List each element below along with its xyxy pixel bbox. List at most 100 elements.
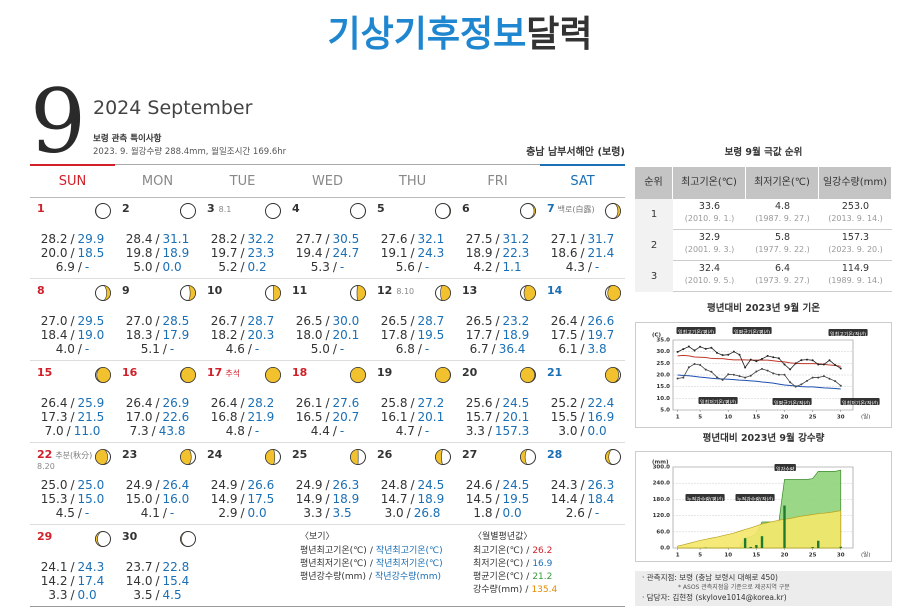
point	[738, 353, 741, 356]
moon-icon	[605, 449, 621, 465]
normal-value: 5.1	[140, 342, 160, 356]
point	[817, 376, 820, 379]
last-year-value: 20.1	[417, 410, 445, 424]
moon-icon	[520, 449, 536, 465]
day-head: 27	[462, 448, 477, 462]
last-year-value: 21.4	[587, 246, 615, 260]
last-year-value: 28.7	[247, 314, 275, 328]
monthly-name: 강수량(mm)	[473, 585, 523, 595]
table-value: 33.6	[698, 201, 721, 212]
separator: /	[526, 559, 530, 569]
day-values: 26.4/26.9	[115, 396, 200, 411]
day-values: 14.9/18.9	[285, 492, 370, 507]
x-tick-label: 5	[698, 415, 702, 421]
separator: /	[155, 314, 160, 328]
moon-lit	[435, 367, 451, 383]
y-tick-label: 30.0	[656, 349, 670, 355]
normal-value: 17.8	[380, 328, 408, 342]
day-values: 5.1/-	[115, 342, 200, 357]
moon-lit	[520, 367, 535, 383]
weekday: MON	[141, 174, 174, 189]
normal-value: 28.2	[210, 232, 238, 246]
separator: /	[580, 314, 585, 328]
normal-value: 19.8	[125, 246, 153, 260]
monthly-title: 〈월별평년값〉	[473, 532, 533, 542]
monthly-item: 최고기온(℃)/26.2	[473, 546, 552, 556]
moon-lit	[272, 285, 281, 301]
day-values: 18.2/20.3	[200, 328, 285, 343]
day-head: 22 추분(秋分)	[37, 448, 92, 462]
chart-frame	[635, 322, 892, 428]
cumulative-area	[677, 510, 842, 549]
normal-value: 24.9	[125, 478, 153, 492]
separator: /	[410, 232, 415, 246]
day-lunar: 8.10	[396, 287, 415, 296]
separator: /	[155, 410, 160, 424]
point	[822, 375, 825, 378]
legend-last-year: 작년최저기온(℃)	[375, 559, 443, 569]
day-values: 16.5/20.7	[285, 410, 370, 425]
day-values: 27.0/28.5	[115, 314, 200, 329]
last-year-value: 26.3	[332, 478, 360, 492]
separator: /	[580, 328, 585, 342]
last-year-value: -	[339, 260, 345, 274]
monthly-value: 21.2	[532, 572, 553, 582]
separator: /	[526, 572, 530, 582]
point	[811, 359, 814, 362]
daily-bar	[743, 538, 747, 548]
day-head: 23	[122, 448, 137, 462]
table-row-line	[635, 229, 892, 230]
point	[839, 367, 842, 370]
chart-label-box	[685, 494, 725, 501]
separator: /	[587, 260, 592, 274]
normal-value: 3.3	[465, 424, 485, 438]
y-tick-label: 20.0	[656, 373, 670, 379]
normal-value: 25.0	[40, 478, 68, 492]
chart-title: 평년대비 2023년 9월 기온	[707, 303, 820, 314]
point	[699, 363, 702, 366]
separator: /	[495, 410, 500, 424]
last-year-value: 18.4	[587, 492, 615, 506]
last-year-value: 20.7	[332, 410, 360, 424]
chart-label-box	[676, 327, 716, 334]
normal-value: 4.8	[225, 424, 245, 438]
normal-value: 28.4	[125, 232, 153, 246]
separator: /	[495, 478, 500, 492]
monthly-item: 강수량(mm)/135.4	[473, 585, 557, 595]
last-year-value: 28.5	[162, 314, 190, 328]
rule	[30, 164, 115, 166]
day-values: 2.9/0.0	[200, 506, 285, 521]
moon-icon	[265, 203, 281, 219]
last-year-value: 3.5	[332, 506, 352, 520]
day-date: 21	[547, 366, 563, 379]
day-date: 12	[377, 284, 393, 297]
last-year-value: 19.7	[587, 328, 615, 342]
moon-icon	[520, 285, 536, 301]
day-date: 25	[292, 448, 308, 461]
normal-value: 3.3	[303, 506, 323, 520]
day-values: 4.7/-	[370, 424, 455, 439]
last-year-value: 31.7	[587, 232, 615, 246]
last-year-value: 26.3	[587, 478, 615, 492]
normal-value: 6.9	[55, 260, 75, 274]
day-values: 3.0/0.0	[540, 424, 625, 439]
day-values: 7.3/43.8	[115, 424, 200, 439]
day-date: 24	[207, 448, 223, 461]
day-head: 12 8.10	[377, 284, 415, 298]
point	[794, 385, 797, 388]
chart-label-box	[772, 398, 812, 405]
moon-lit	[272, 203, 281, 219]
separator: /	[526, 546, 530, 556]
point	[811, 376, 814, 379]
day-values: 27.1/31.7	[540, 232, 625, 247]
chart-label: 일평균기온(평년)	[734, 329, 770, 336]
moon-icon	[350, 285, 366, 301]
separator: /	[325, 246, 330, 260]
separator: /	[151, 424, 156, 438]
last-year-value: 26.6	[247, 478, 275, 492]
day-values: 23.7/22.8	[115, 560, 200, 575]
day-values: 24.8/24.5	[370, 478, 455, 493]
min-line	[677, 374, 841, 390]
day-values: 18.0/20.1	[285, 328, 370, 343]
last-year-value: 32.2	[247, 232, 275, 246]
